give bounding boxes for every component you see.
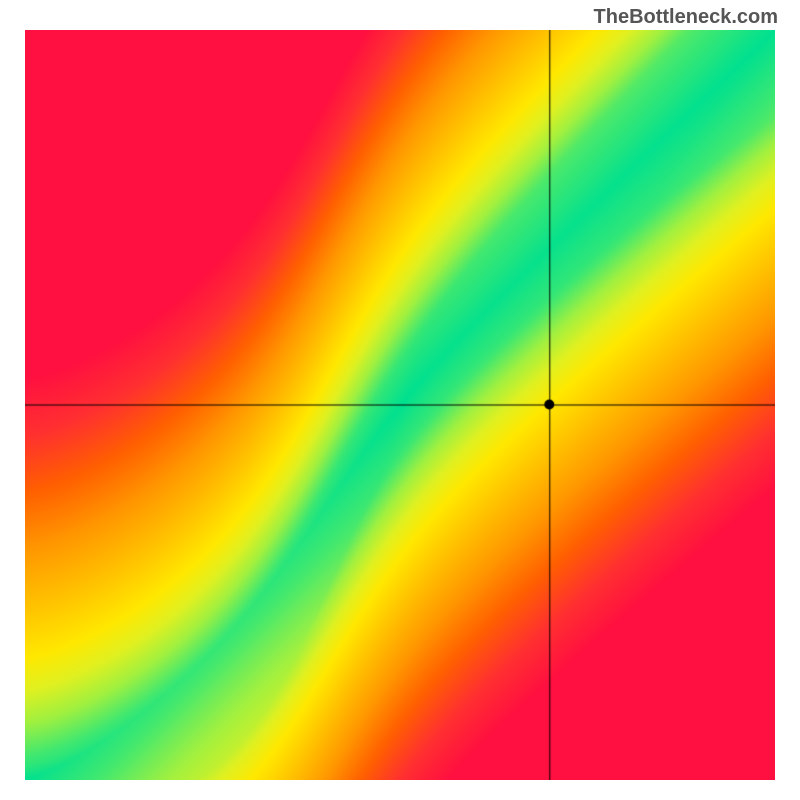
heatmap-canvas [25,30,775,780]
watermark-text: TheBottleneck.com [594,6,778,29]
heatmap-chart [25,30,775,780]
